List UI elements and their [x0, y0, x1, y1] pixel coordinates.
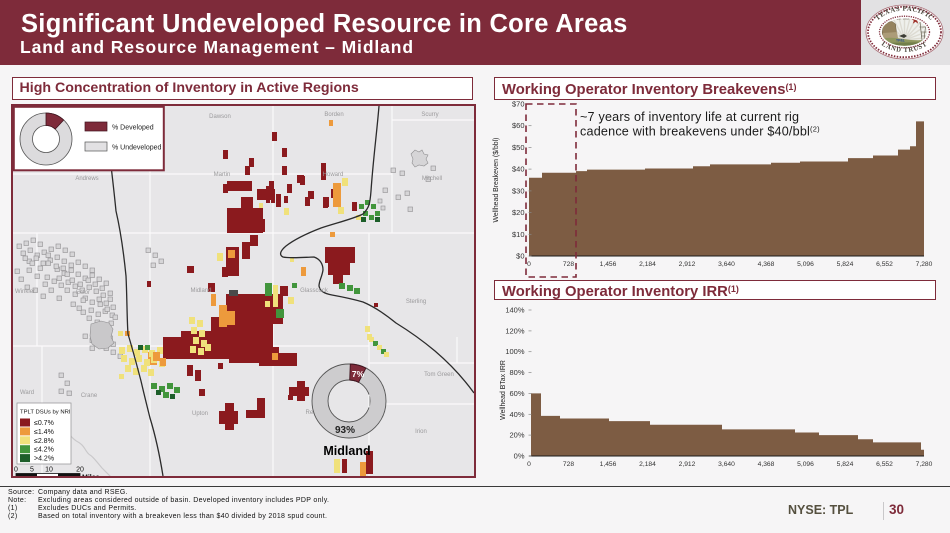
svg-text:20: 20 [76, 467, 84, 474]
svg-text:TP&L: TP&L [896, 39, 905, 43]
svg-text:728: 728 [563, 261, 574, 268]
svg-text:Midland: Midland [323, 444, 370, 458]
svg-text:60%: 60% [509, 389, 524, 398]
svg-text:$60: $60 [512, 121, 525, 130]
svg-text:$20: $20 [512, 208, 525, 217]
svg-text:2,184: 2,184 [639, 461, 656, 468]
svg-text:Sterling: Sterling [406, 299, 426, 305]
svg-text:Upton: Upton [192, 411, 208, 417]
svg-text:6,552: 6,552 [876, 461, 893, 468]
svg-text:10: 10 [45, 467, 53, 474]
svg-text:1,456: 1,456 [600, 261, 617, 268]
svg-text:cadence with breakevens under: cadence with breakevens under $40/bbl(2) [580, 125, 820, 139]
svg-text:0: 0 [14, 467, 18, 474]
svg-text:Howard: Howard [323, 172, 344, 178]
svg-text:Borden: Borden [324, 112, 343, 118]
svg-text:93%: 93% [335, 425, 355, 436]
svg-text:7%: 7% [352, 369, 365, 379]
svg-text:20%: 20% [509, 431, 524, 440]
svg-text:>4.2%: >4.2% [34, 456, 54, 463]
svg-text:80%: 80% [509, 368, 524, 377]
svg-text:3,640: 3,640 [718, 261, 735, 268]
svg-text:$50: $50 [512, 143, 525, 152]
svg-text:≤1.4%: ≤1.4% [34, 429, 54, 436]
svg-text:Scurry: Scurry [421, 112, 438, 118]
svg-text:$10: $10 [512, 230, 525, 239]
svg-text:Martin: Martin [214, 172, 231, 178]
svg-text:1,456: 1,456 [600, 461, 617, 468]
svg-text:% Developed: % Developed [112, 125, 154, 132]
svg-text:$0: $0 [516, 252, 524, 261]
svg-text:3,640: 3,640 [718, 461, 735, 468]
svg-text:2,912: 2,912 [679, 261, 696, 268]
svg-text:4,368: 4,368 [758, 461, 775, 468]
svg-text:≤4.2%: ≤4.2% [34, 447, 54, 454]
svg-text:7,280: 7,280 [916, 261, 933, 268]
svg-text:0: 0 [527, 261, 531, 268]
svg-text:Crane: Crane [81, 393, 98, 399]
svg-text:120%: 120% [505, 326, 525, 335]
svg-text:Mitchell: Mitchell [422, 176, 442, 182]
svg-text:Winkler: Winkler [15, 289, 35, 295]
svg-text:140%: 140% [505, 306, 525, 315]
svg-text:4,368: 4,368 [758, 261, 775, 268]
svg-text:~7 years of inventory life at: ~7 years of inventory life at current ri… [580, 110, 799, 124]
svg-text:Ward: Ward [20, 390, 34, 396]
svg-text:2,912: 2,912 [679, 461, 696, 468]
svg-text:Wellhead Breakeven ($/bbl): Wellhead Breakeven ($/bbl) [493, 138, 500, 223]
svg-text:5,824: 5,824 [837, 461, 854, 468]
svg-text:Ector: Ector [76, 290, 90, 296]
svg-text:2,184: 2,184 [639, 261, 656, 268]
svg-text:≤0.7%: ≤0.7% [34, 420, 54, 427]
svg-text:40%: 40% [509, 410, 524, 419]
svg-text:728: 728 [563, 461, 574, 468]
svg-text:$40: $40 [512, 165, 525, 174]
svg-text:100%: 100% [505, 347, 525, 356]
svg-text:% Undeveloped: % Undeveloped [112, 145, 162, 152]
svg-text:5,096: 5,096 [797, 461, 814, 468]
svg-text:$70: $70 [512, 100, 525, 109]
svg-text:0: 0 [527, 461, 531, 468]
svg-text:Irion: Irion [415, 429, 427, 435]
svg-text:Dawson: Dawson [209, 114, 231, 120]
svg-text:Midland: Midland [190, 288, 211, 294]
svg-text:Est. 1888: Est. 1888 [897, 17, 910, 21]
svg-text:0%: 0% [514, 452, 525, 461]
svg-text:5,824: 5,824 [837, 261, 854, 268]
svg-text:5,096: 5,096 [797, 261, 814, 268]
svg-text:Tom Green: Tom Green [424, 372, 454, 378]
svg-text:Glasscock: Glasscock [300, 288, 329, 294]
svg-text:6,552: 6,552 [876, 261, 893, 268]
svg-text:Miles: Miles [82, 475, 100, 477]
svg-text:TPLT DSUs by NRI: TPLT DSUs by NRI [20, 410, 71, 416]
svg-text:7,280: 7,280 [916, 461, 933, 468]
svg-text:$30: $30 [512, 186, 525, 195]
svg-text:≤2.8%: ≤2.8% [34, 438, 54, 445]
svg-text:Andrews: Andrews [75, 176, 98, 182]
svg-text:5: 5 [30, 467, 34, 474]
svg-text:Wellhead BTax IRR: Wellhead BTax IRR [500, 360, 507, 420]
